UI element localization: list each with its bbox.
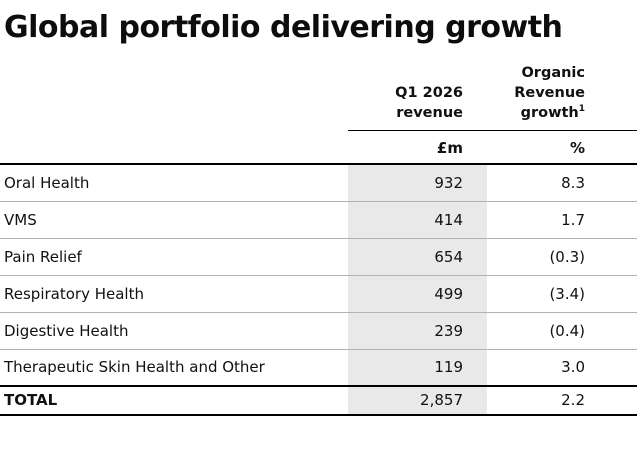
row-label: VMS [4,210,37,229]
revenue-cell: 414 [348,201,487,238]
unit-label-growth: % [569,138,585,157]
revenue-header-line2: revenue [396,104,463,121]
total-revenue-cell: 2,857 [348,386,487,414]
revenue-cell: 932 [348,164,487,201]
revenue-cell: 119 [348,349,487,385]
revenue-header-line1: Q1 2026 [395,85,463,102]
page-title: Global portfolio delivering growth [4,10,563,45]
total-label: TOTAL [4,391,58,410]
total-row: TOTAL 2,857 2.2 [0,386,637,416]
row-label: Therapeutic Skin Health and Other [4,358,265,377]
portfolio-table: Q1 2026 revenue Organic Revenue growth1 … [0,64,637,416]
total-growth-cell: 2.2 [561,391,585,410]
table-row: Therapeutic Skin Health and Other 119 3.… [0,349,637,387]
table-row: VMS 414 1.7 [0,201,637,239]
table-row: Oral Health 932 8.3 [0,164,637,202]
units-empty-cell [0,131,348,163]
column-header-growth: Organic Revenue growth1 [487,64,637,131]
revenue-cell: 654 [348,238,487,275]
table-row: Digestive Health 239 (0.4) [0,312,637,350]
table-row: Pain Relief 654 (0.3) [0,238,637,276]
growth-header-line2: Revenue [514,84,585,101]
units-row: £m % [0,131,637,165]
row-label: Digestive Health [4,321,129,340]
growth-cell: 8.3 [561,173,585,192]
column-header-revenue: Q1 2026 revenue [348,84,487,131]
row-label: Pain Relief [4,247,82,266]
growth-header-line1: Organic [521,65,585,81]
row-label: Oral Health [4,173,90,192]
table-row: Respiratory Health 499 (3.4) [0,275,637,313]
growth-header-line3: growth [520,104,579,121]
row-label: Respiratory Health [4,284,144,303]
revenue-cell: 239 [348,312,487,349]
growth-cell: (0.3) [549,247,585,266]
footnote-ref: 1 [578,104,585,115]
growth-cell: 3.0 [561,358,585,377]
table-header-row: Q1 2026 revenue Organic Revenue growth1 [0,64,637,131]
growth-cell: 1.7 [561,210,585,229]
unit-label-revenue: £m [436,138,463,157]
growth-cell: (0.4) [549,321,585,340]
growth-cell: (3.4) [549,284,585,303]
revenue-cell: 499 [348,275,487,312]
